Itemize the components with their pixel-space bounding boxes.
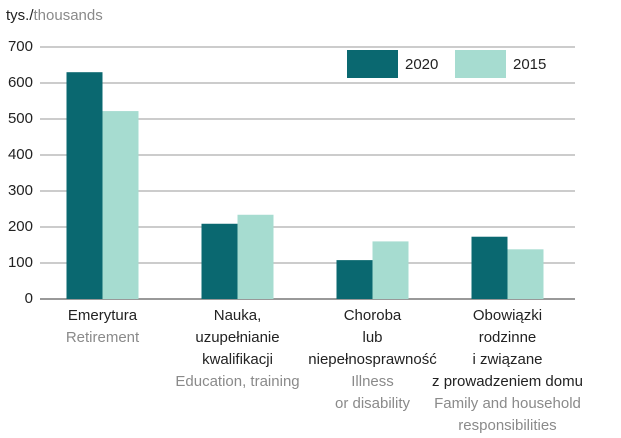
x-tick-label: i związane	[472, 351, 542, 368]
legend-swatch	[347, 50, 398, 78]
x-tick-label-en: responsibilities	[458, 417, 556, 434]
y-tick-label: 100	[8, 254, 33, 271]
x-tick-label: z prowadzeniem domu	[432, 373, 583, 390]
x-tick-label: Emerytura	[68, 307, 138, 324]
bar	[102, 111, 139, 299]
x-tick-label-en: Education, training	[175, 373, 299, 390]
x-tick-label: Nauka,	[214, 307, 262, 324]
y-tick-label: 700	[8, 38, 33, 55]
x-tick-label: niepełnosprawność	[308, 351, 437, 368]
x-tick-label-en: Illness	[351, 373, 394, 390]
y-tick-label: 0	[25, 290, 33, 307]
bar	[372, 241, 409, 299]
x-tick-label-en: Retirement	[66, 329, 140, 346]
bar	[201, 223, 238, 299]
y-tick-label: 400	[8, 146, 33, 163]
x-tick-label: Choroba	[344, 307, 402, 324]
x-tick-label: uzupełnianie	[195, 329, 279, 346]
bar	[507, 249, 544, 299]
x-tick-label: rodzinne	[479, 329, 537, 346]
y-tick-label: 300	[8, 182, 33, 199]
y-label-pl: tys./	[6, 7, 34, 24]
bar	[471, 236, 508, 299]
legend-swatch	[455, 50, 506, 78]
y-tick-label: 500	[8, 110, 33, 127]
x-tick-label-en: Family and household	[434, 395, 581, 412]
y-tick-label: 200	[8, 218, 33, 235]
legend-label: 2015	[513, 56, 546, 73]
x-tick-label: lub	[362, 329, 382, 346]
y-label-en: thousands	[34, 7, 103, 24]
y-tick-label: 600	[8, 74, 33, 91]
x-tick-label: kwalifikacji	[202, 351, 273, 368]
bar	[336, 260, 373, 299]
bar	[66, 72, 103, 299]
legend-label: 2020	[405, 56, 438, 73]
x-tick-label-en: or disability	[335, 395, 411, 412]
x-tick-label: Obowiązki	[473, 307, 542, 324]
y-axis-label: tys./thousands	[6, 7, 103, 24]
bar	[237, 214, 274, 299]
